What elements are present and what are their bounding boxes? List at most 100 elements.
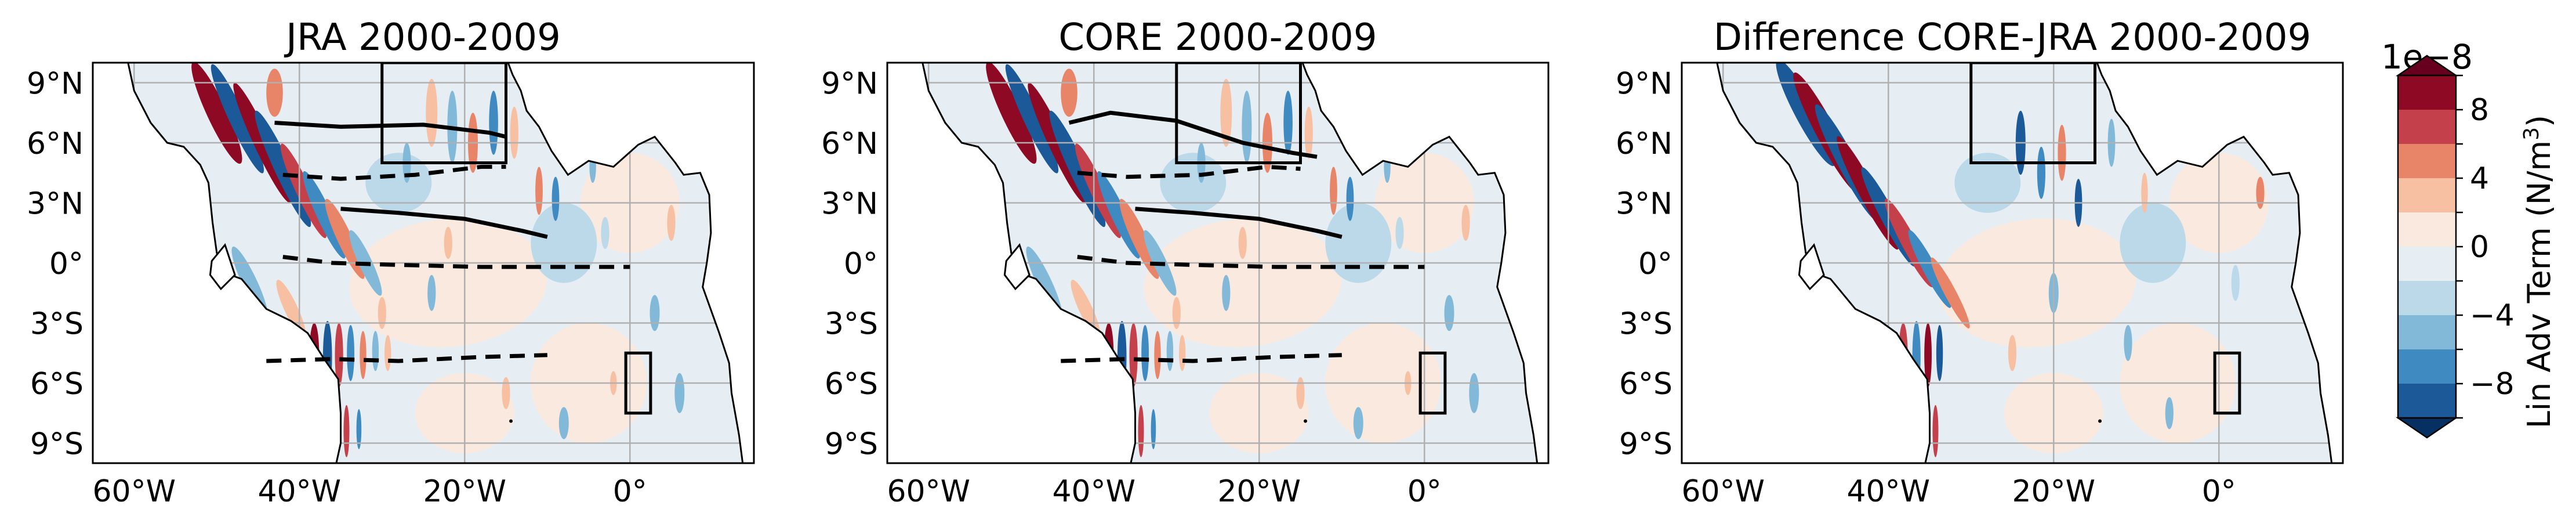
field-anomaly xyxy=(502,377,510,409)
field-anomaly xyxy=(1932,405,1939,457)
lon-tick-label: 0° xyxy=(613,474,647,509)
field-anomaly xyxy=(360,331,367,380)
map-panel-jra: JRA 2000-2009 9°N 6°N 3°N 0° 3°S 6°S 9°S 60°W 4… xyxy=(27,16,755,509)
island-dot xyxy=(1304,419,1308,423)
contour-negative xyxy=(282,164,506,181)
lat-tick-label: 9°N xyxy=(27,67,84,102)
field-anomaly xyxy=(303,171,346,259)
lat-tick-label: 9°N xyxy=(821,67,878,102)
field-anomaly xyxy=(2120,203,2186,283)
field-anomaly xyxy=(1075,143,1122,239)
longitude-axis: 60°W 40°W 20°W 0° xyxy=(887,474,1441,509)
lat-tick-label: 9°S xyxy=(1619,427,1672,462)
colorbar-bin xyxy=(2398,178,2456,213)
lat-tick-label: 3°S xyxy=(1619,307,1672,342)
field-anomaly xyxy=(1908,230,1951,308)
region-box xyxy=(2213,351,2241,415)
lat-tick-label: 3°N xyxy=(27,187,84,222)
field-anomaly xyxy=(489,91,498,155)
field-anomaly xyxy=(1141,325,1149,381)
field-anomaly xyxy=(343,405,350,457)
lat-tick-label: 9°S xyxy=(825,427,878,462)
colorbar-bin xyxy=(2398,75,2456,110)
lon-tick-label: 0° xyxy=(1407,474,1442,509)
field-anomaly xyxy=(1938,218,2136,348)
field-anomaly xyxy=(1144,218,1342,348)
colorbar-bin xyxy=(2398,110,2456,145)
lat-tick-label: 3°N xyxy=(1616,187,1672,222)
contour-positive xyxy=(1135,207,1343,239)
field-anomaly xyxy=(1924,323,1932,387)
field-anomaly xyxy=(2008,335,2017,371)
panel-title: JRA 2000-2009 xyxy=(284,16,561,59)
contour-negative xyxy=(266,353,547,363)
field-anomaly xyxy=(1444,295,1454,331)
lon-tick-label: 20°W xyxy=(1217,474,1301,509)
field-anomaly xyxy=(552,176,560,221)
lon-tick-label: 60°W xyxy=(1681,474,1765,509)
lon-tick-label: 40°W xyxy=(1846,474,1930,509)
contour-positive xyxy=(340,207,548,239)
field-anomaly xyxy=(1304,106,1313,159)
contour-negative xyxy=(1077,164,1301,179)
longitude-axis: 60°W 40°W 20°W 0° xyxy=(1681,474,2236,509)
field-anomaly xyxy=(2256,176,2265,209)
field-anomaly xyxy=(2124,325,2132,361)
latitude-axis: 9°N 6°N 3°N 0° 3°S 6°S 9°S xyxy=(1616,67,1672,462)
colorbar-tick-label: −8 xyxy=(2470,367,2515,402)
field-anomaly xyxy=(601,216,609,249)
lat-tick-label: 6°N xyxy=(1616,127,1672,161)
region-box xyxy=(1175,63,1302,164)
colorbar-bin xyxy=(2398,144,2456,179)
field-anomaly xyxy=(1461,205,1470,241)
field-anomaly xyxy=(280,143,327,239)
field-anomaly xyxy=(1061,68,1077,117)
lat-tick-label: 6°N xyxy=(27,127,84,161)
field-anomaly xyxy=(1283,91,1293,155)
field-anomaly xyxy=(1296,377,1305,409)
field-anomaly xyxy=(1151,409,1156,449)
field-anomaly xyxy=(986,63,1037,164)
lon-tick-label: 20°W xyxy=(2012,474,2095,509)
island-land xyxy=(1798,243,1825,291)
field-anomaly xyxy=(2231,265,2240,301)
field-anomaly xyxy=(1005,64,1059,174)
colorbar-label: Lin Adv Term (N/m3) xyxy=(2520,115,2558,428)
field-anomaly xyxy=(2141,172,2148,213)
field-anomaly xyxy=(1936,325,1943,381)
lat-tick-label: 6°S xyxy=(1619,367,1672,402)
contour-negative xyxy=(282,255,630,269)
latitude-axis: 9°N 6°N 3°N 0° 3°S 6°S 9°S xyxy=(821,67,878,462)
longitude-axis: 60°W 40°W 20°W 0° xyxy=(92,474,647,509)
lat-tick-label: 3°S xyxy=(825,307,878,342)
africa-land xyxy=(2096,63,2343,463)
lon-tick-label: 0° xyxy=(2202,474,2236,509)
colorbar-tick-label: 4 xyxy=(2470,161,2489,196)
field-anomaly xyxy=(349,218,547,348)
map-panel-core: CORE 2000-2009 9°N 6°N 3°N 0° 3°S 6°S 9°S 60°W… xyxy=(821,16,1550,509)
field-anomaly xyxy=(266,68,283,117)
field-anomaly xyxy=(1346,176,1354,221)
lat-tick-label: 9°S xyxy=(30,427,84,462)
field-anomaly xyxy=(356,409,362,449)
field-anomaly xyxy=(372,331,379,371)
field-anomaly xyxy=(211,64,264,174)
field-anomaly xyxy=(426,78,438,147)
field-anomaly xyxy=(1154,331,1161,380)
field-anomaly xyxy=(255,110,311,228)
field-anomaly xyxy=(1166,331,1174,371)
field-anomaly xyxy=(1160,153,1227,213)
lat-tick-label: 6°S xyxy=(825,367,878,402)
field-anomaly xyxy=(335,323,343,387)
region-box xyxy=(1969,63,2096,164)
lat-tick-label: 6°S xyxy=(30,367,84,402)
field-anomaly xyxy=(1238,226,1247,259)
region-box xyxy=(624,351,652,415)
map-panel-difference: Difference CORE-JRA 2000-2009 9°N 6°N 3°N 0… xyxy=(1616,16,2344,509)
contour-negative xyxy=(1077,255,1425,269)
field-anomaly xyxy=(365,153,432,213)
field-anomaly xyxy=(347,325,354,381)
field-anomaly xyxy=(2165,397,2174,429)
field-anomaly xyxy=(444,226,452,259)
field-anomaly xyxy=(1179,335,1186,371)
